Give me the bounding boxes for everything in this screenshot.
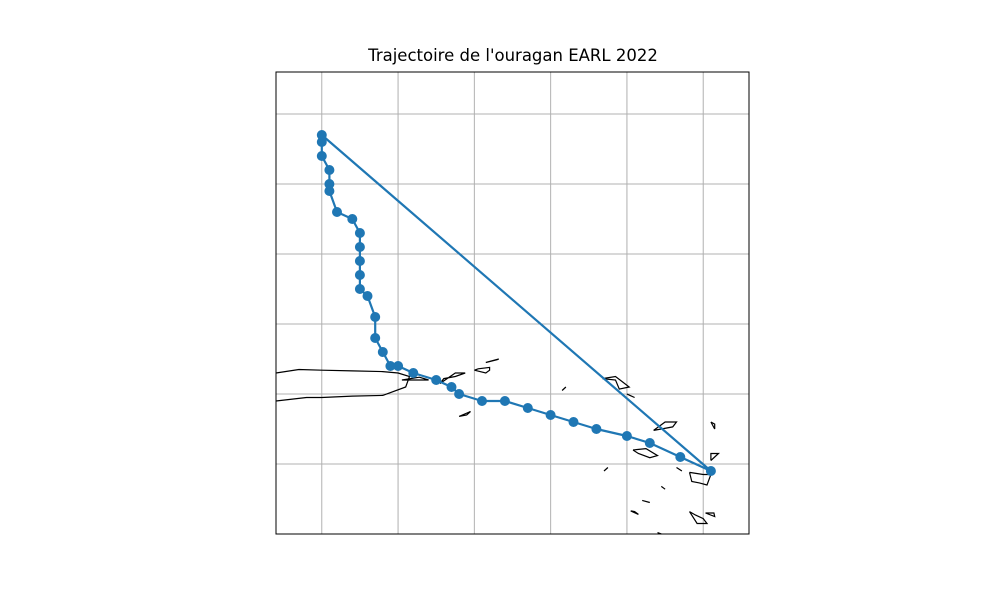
track-point xyxy=(454,389,465,399)
track-point xyxy=(316,151,327,161)
coastline xyxy=(688,471,712,486)
track-point xyxy=(393,361,404,371)
track-point xyxy=(568,417,579,427)
coastline xyxy=(642,499,650,504)
track-point xyxy=(446,382,457,392)
track-point xyxy=(385,361,396,371)
track-point xyxy=(522,403,533,413)
graticule xyxy=(276,72,749,534)
coastline xyxy=(630,510,639,515)
coastline xyxy=(458,410,471,417)
coastline xyxy=(401,376,429,381)
track-point xyxy=(377,347,388,357)
map-frame xyxy=(275,71,750,535)
coastline xyxy=(626,393,635,399)
track-point xyxy=(354,256,365,266)
coastline xyxy=(474,366,491,374)
track-point xyxy=(591,424,602,434)
coastline xyxy=(602,375,631,390)
coastline xyxy=(632,447,660,459)
coastlines xyxy=(275,358,721,535)
track-point xyxy=(644,438,655,448)
coastline xyxy=(603,467,609,472)
coastline xyxy=(485,358,500,364)
map-title: Trajectoire de l'ouragan EARL 2022 xyxy=(368,46,658,65)
track-point xyxy=(370,333,381,343)
coastline xyxy=(275,368,411,402)
track-point xyxy=(545,410,556,420)
track-line xyxy=(320,133,712,473)
coastline xyxy=(561,386,567,391)
track-point xyxy=(477,396,487,406)
track-point xyxy=(499,396,510,406)
track-point xyxy=(362,291,373,301)
coastline xyxy=(710,421,716,430)
coastline xyxy=(688,511,709,525)
track-point xyxy=(370,312,381,322)
coastline xyxy=(660,485,666,490)
track-point xyxy=(324,165,335,175)
track-point xyxy=(316,130,327,140)
track-point xyxy=(675,452,686,462)
track-point xyxy=(354,242,365,252)
track-point xyxy=(431,375,442,385)
track-point xyxy=(705,466,716,476)
hurricane-track xyxy=(316,130,716,476)
track-point xyxy=(332,207,342,217)
coastline xyxy=(710,452,721,461)
track-point xyxy=(324,179,335,189)
coastline xyxy=(676,466,683,472)
track-point xyxy=(621,431,632,441)
coastline xyxy=(653,421,678,431)
coastline xyxy=(439,372,466,384)
track-point xyxy=(354,284,365,294)
track-point xyxy=(408,368,419,378)
coastline xyxy=(705,512,716,518)
track-point xyxy=(316,137,327,147)
track-point xyxy=(354,270,365,280)
track-point xyxy=(347,214,358,224)
track-point xyxy=(324,186,335,196)
track-point xyxy=(354,228,365,238)
